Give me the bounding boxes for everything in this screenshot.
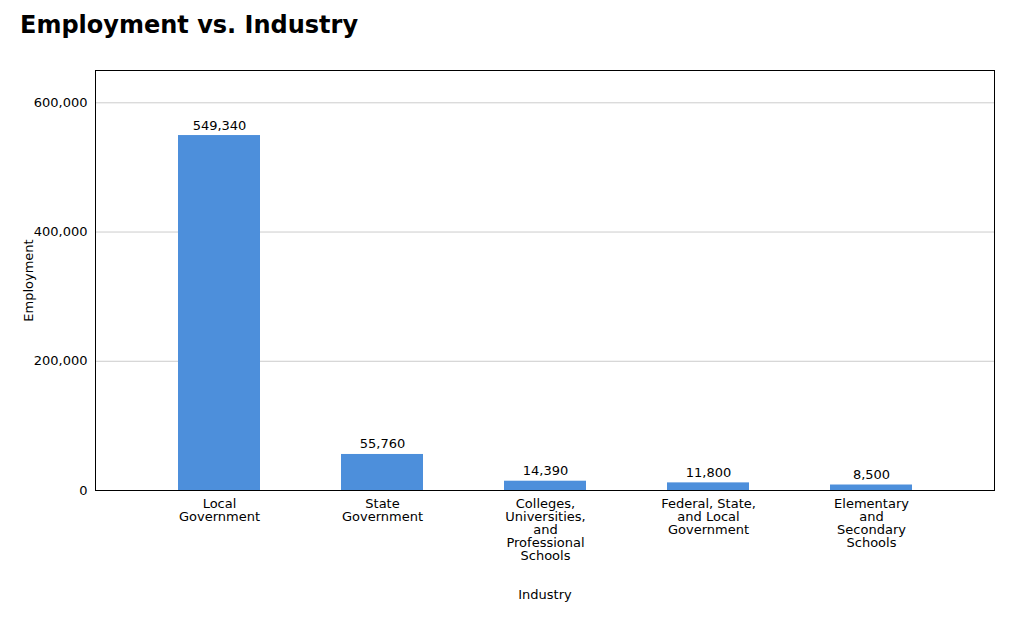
svg-text:8,500: 8,500 xyxy=(853,467,890,482)
svg-text:400,000: 400,000 xyxy=(34,224,88,239)
svg-text:Federal, State,and LocalGovern: Federal, State,and LocalGovernment xyxy=(661,496,756,537)
svg-text:Industry: Industry xyxy=(518,587,572,602)
svg-text:Employment: Employment xyxy=(21,239,36,321)
svg-text:0: 0 xyxy=(79,483,87,498)
svg-text:StateGovernment: StateGovernment xyxy=(342,496,423,524)
svg-text:600,000: 600,000 xyxy=(34,95,88,110)
svg-text:ElementaryandSecondarySchools: ElementaryandSecondarySchools xyxy=(834,496,909,550)
svg-text:LocalGovernment: LocalGovernment xyxy=(179,496,260,524)
svg-text:14,390: 14,390 xyxy=(523,463,569,478)
html-text:Employment vs. Industry: Employment vs. Industry xyxy=(20,11,359,39)
svg-text:200,000: 200,000 xyxy=(34,353,88,368)
svg-text:11,800: 11,800 xyxy=(686,465,732,480)
svg-text:549,340: 549,340 xyxy=(193,118,247,133)
svg-text:55,760: 55,760 xyxy=(360,436,406,451)
svg-text:Colleges,Universities,andProfe: Colleges,Universities,andProfessionalSch… xyxy=(505,496,585,563)
